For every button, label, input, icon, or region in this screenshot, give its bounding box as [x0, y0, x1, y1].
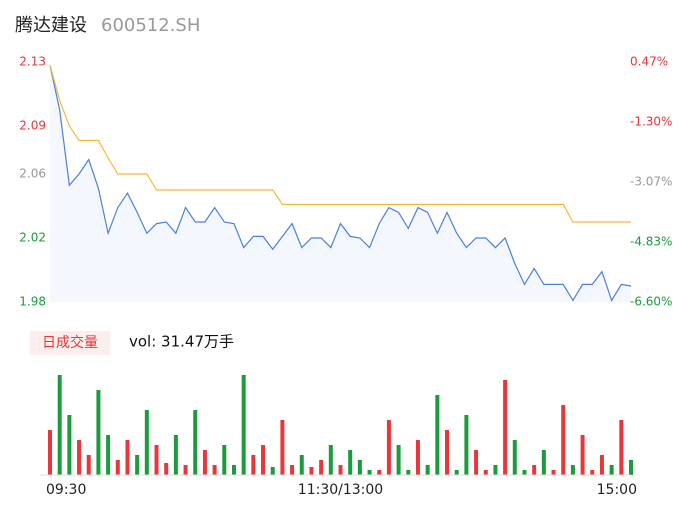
- volume-bar: [77, 440, 82, 475]
- volume-bar: [367, 470, 372, 475]
- volume-bar: [609, 465, 614, 475]
- volume-bar: [522, 470, 527, 475]
- volume-bar: [396, 445, 401, 475]
- volume-bar: [377, 470, 382, 475]
- volume-bar: [541, 450, 546, 475]
- volume-bar: [135, 455, 140, 475]
- volume-bar: [319, 460, 324, 475]
- volume-bar: [425, 465, 430, 475]
- volume-bar: [328, 445, 333, 475]
- volume-bar: [570, 465, 575, 475]
- volume-bar: [222, 445, 227, 475]
- average-line: [49, 65, 631, 223]
- volume-bar: [435, 395, 440, 475]
- volume-bar: [193, 410, 198, 475]
- volume-bar: [231, 465, 236, 475]
- volume-bar: [154, 445, 159, 475]
- y-tick-label: 2.09: [19, 119, 46, 133]
- volume-bar: [57, 375, 62, 475]
- y-tick-label: 2.06: [19, 167, 46, 181]
- volume-bar: [144, 410, 149, 475]
- volume-bar: [415, 440, 420, 475]
- volume-bar: [493, 465, 498, 475]
- volume-bar: [164, 463, 169, 475]
- volume-bar: [290, 465, 295, 475]
- y2-tick-label: -3.07%: [630, 175, 672, 189]
- volume-bar: [48, 430, 52, 475]
- volume-bar: [67, 415, 72, 475]
- volume-bar: [96, 390, 101, 475]
- volume-bar: [115, 460, 120, 475]
- volume-bar: [599, 455, 604, 475]
- volume-bar: [445, 430, 450, 475]
- volume-bar: [464, 415, 469, 475]
- volume-bar: [474, 450, 479, 475]
- y2-tick-label: -6.60%: [630, 295, 672, 309]
- volume-bar: [532, 465, 537, 475]
- volume-bar: [503, 380, 508, 475]
- volume-bar: [299, 455, 304, 475]
- volume-bar: [212, 465, 217, 475]
- volume-bar: [241, 375, 246, 475]
- volume-bar: [106, 435, 111, 475]
- volume-summary: vol: 31.47万手: [129, 333, 234, 351]
- volume-bar: [386, 420, 391, 475]
- volume-bar: [338, 465, 343, 475]
- volume-bar: [280, 420, 285, 475]
- volume-bar: [454, 470, 459, 475]
- volume-bar: [183, 465, 188, 475]
- volume-bar: [309, 467, 314, 475]
- volume-bar: [125, 440, 130, 475]
- volume-bar: [580, 435, 585, 475]
- price-area: [50, 65, 631, 302]
- y2-tick-label: 0.47%: [630, 55, 668, 69]
- volume-bar: [86, 455, 91, 475]
- volume-bar: [629, 460, 633, 475]
- volume-bar: [483, 470, 488, 475]
- volume-bar: [590, 470, 595, 475]
- y-tick-label: 2.02: [19, 231, 46, 245]
- y2-tick-label: -4.83%: [630, 234, 672, 248]
- volume-bar: [202, 450, 207, 475]
- y-tick-label: 1.98: [19, 295, 46, 309]
- volume-label: 日成交量: [42, 334, 98, 351]
- x-tick-label: 15:00: [597, 482, 637, 498]
- volume-bar: [561, 405, 566, 475]
- volume-bar: [173, 435, 178, 475]
- x-tick-label: 11:30/13:00: [298, 482, 383, 498]
- y2-tick-label: -1.30%: [630, 115, 672, 129]
- volume-bar: [406, 470, 411, 475]
- stock-code: 600512.SH: [101, 15, 200, 36]
- volume-bar: [551, 470, 556, 475]
- volume-bar: [251, 455, 256, 475]
- price-line: [49, 65, 632, 302]
- volume-label-box: [30, 331, 110, 355]
- volume-bar: [512, 440, 517, 475]
- volume-bar: [270, 467, 275, 475]
- volume-bar: [357, 460, 362, 475]
- stock-name: 腾达建设: [15, 15, 87, 36]
- volume-bar: [261, 445, 266, 475]
- x-tick-label: 09:30: [46, 482, 86, 498]
- volume-bar: [619, 420, 624, 475]
- volume-bar: [348, 450, 353, 475]
- y-tick-label: 2.13: [19, 55, 46, 69]
